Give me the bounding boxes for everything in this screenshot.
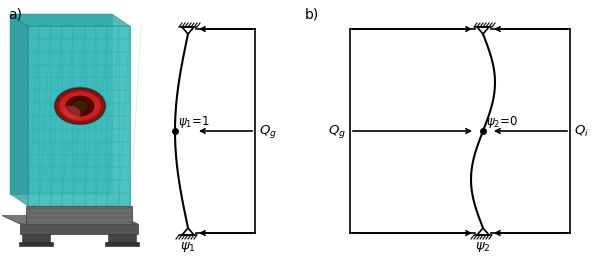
Text: $\psi_2$: $\psi_2$ — [475, 240, 491, 254]
Ellipse shape — [72, 100, 88, 112]
Ellipse shape — [54, 87, 106, 125]
Polygon shape — [105, 242, 139, 246]
Ellipse shape — [55, 88, 105, 124]
Polygon shape — [28, 26, 130, 206]
Ellipse shape — [63, 106, 81, 118]
Text: $Q_i$: $Q_i$ — [574, 123, 589, 139]
Polygon shape — [19, 242, 53, 246]
Polygon shape — [20, 224, 138, 234]
Text: $Q_g$: $Q_g$ — [328, 123, 346, 139]
Polygon shape — [10, 14, 112, 194]
Polygon shape — [22, 234, 50, 242]
Polygon shape — [10, 14, 130, 26]
Text: $\psi_1\!=\!1$: $\psi_1\!=\!1$ — [178, 114, 211, 130]
Polygon shape — [108, 234, 136, 242]
Text: $\psi_1$: $\psi_1$ — [180, 240, 196, 254]
Ellipse shape — [59, 91, 101, 121]
Polygon shape — [10, 14, 28, 206]
Text: $\psi_2\!=\!0$: $\psi_2\!=\!0$ — [486, 114, 518, 130]
Polygon shape — [26, 206, 132, 224]
Text: $Q_g$: $Q_g$ — [259, 123, 277, 139]
Polygon shape — [2, 216, 138, 224]
Text: a): a) — [8, 8, 22, 22]
Text: b): b) — [305, 8, 319, 22]
Ellipse shape — [66, 96, 94, 116]
